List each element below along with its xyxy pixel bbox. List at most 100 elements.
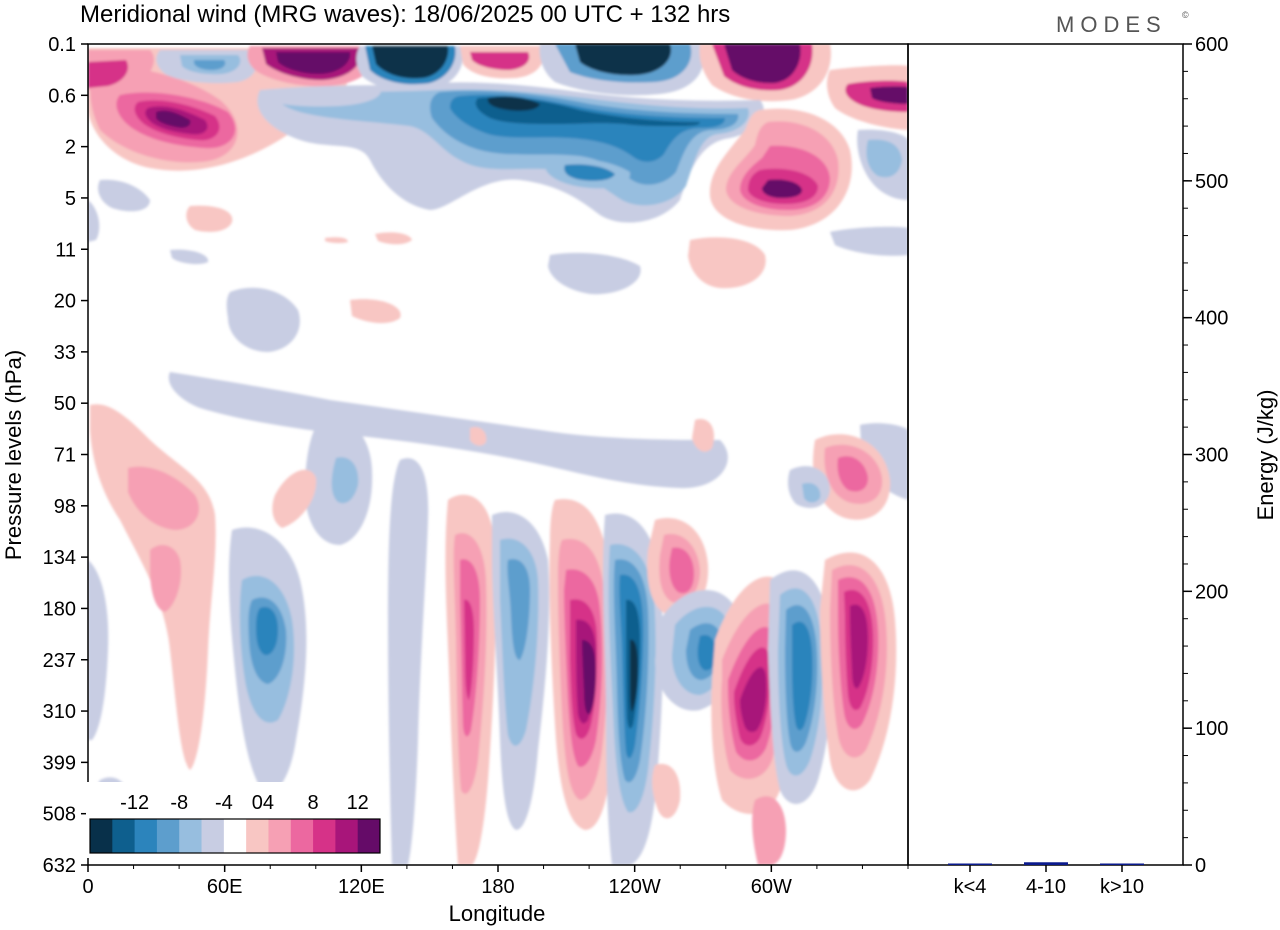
colorbar-swatch <box>223 819 247 853</box>
energy-categories: k<4 4-10 k>10 <box>954 865 1144 898</box>
colorbar-swatch <box>268 819 292 853</box>
energy-tick-label: 400 <box>1195 308 1228 330</box>
contour-shade <box>375 232 412 245</box>
y-tick-label: 508 <box>43 804 76 826</box>
y-tick-label: 0.1 <box>48 34 76 56</box>
chart-title: Meridional wind (MRG waves): 18/06/2025 … <box>80 1 730 28</box>
colorbar-swatch <box>335 819 359 853</box>
contour-shade <box>150 545 182 612</box>
contour-shade <box>564 164 615 181</box>
y-tick-label: 2 <box>65 137 76 159</box>
energy-tick-label: 500 <box>1195 171 1228 193</box>
x-tick-label: 120W <box>609 876 661 898</box>
contour-shade <box>762 179 802 198</box>
contour-shade <box>792 621 813 731</box>
y-tick-label: 399 <box>43 752 76 774</box>
contour-shade <box>464 599 474 700</box>
contour-shade <box>186 205 233 232</box>
contour-shade <box>850 604 868 689</box>
contour-shade <box>507 559 530 660</box>
y-tick-label: 33 <box>54 342 76 364</box>
pressure-axis: 0.1 0.6 2 5 11 20 33 50 71 98 134 180 237 310 399 508 63… <box>43 34 88 877</box>
colorbar-swatch <box>179 819 202 853</box>
contour-shade <box>156 110 191 128</box>
y-tick-label: 11 <box>55 239 76 261</box>
y-tick-label: 20 <box>54 291 76 313</box>
wind-field-contours <box>88 44 908 865</box>
energy-tick-label: 200 <box>1195 581 1228 603</box>
energy-bar <box>1024 862 1068 865</box>
contour-shade <box>372 46 449 79</box>
contour-shade <box>837 456 868 492</box>
contour-shade <box>98 179 150 212</box>
contour-shade <box>470 52 530 70</box>
contour-shade <box>388 458 429 865</box>
y-tick-label: 50 <box>54 393 76 415</box>
energy-bars <box>948 862 1144 865</box>
colorbar-label: 12 <box>347 792 369 814</box>
colorbar-swatch <box>201 819 225 853</box>
energy-bar <box>948 863 992 865</box>
energy-tick-label: 0 <box>1195 855 1206 877</box>
energy-plot-frame <box>907 43 1184 866</box>
colorbar-swatch <box>246 819 269 853</box>
colorbar-label: 8 <box>308 792 319 814</box>
contour-shade <box>802 482 821 503</box>
colorbar-label: 0 <box>252 792 263 814</box>
y-tick-label: 5 <box>65 188 76 210</box>
brand-mark: © <box>1182 10 1189 20</box>
contour-shade <box>740 667 767 732</box>
contour-shade <box>168 372 728 489</box>
contour-shade <box>697 634 716 671</box>
y-tick-label: 180 <box>43 598 76 620</box>
contour-shade <box>350 299 401 324</box>
colorbar-label: -8 <box>170 792 188 814</box>
colorbar-swatch <box>90 819 113 853</box>
contour-shade <box>88 560 109 740</box>
contour-shade <box>724 44 801 84</box>
contour-shade <box>830 226 908 256</box>
colorbar-label: -4 <box>215 792 233 814</box>
y-tick-label: 310 <box>43 701 76 723</box>
colorbar-swatch <box>112 819 136 853</box>
energy-axis: 0 100 200 300 400 500 600 <box>1183 34 1228 877</box>
energy-category-label: k>10 <box>1100 876 1144 898</box>
contour-shade <box>582 640 596 715</box>
brand-logo: MODES <box>1056 12 1167 37</box>
contour-shade <box>88 60 128 88</box>
contour-shade <box>669 547 694 594</box>
colorbar-swatch <box>134 819 158 853</box>
energy-category-label: k<4 <box>954 876 987 898</box>
colorbar-label: -12 <box>120 792 149 814</box>
energy-bar <box>1100 863 1144 865</box>
x-tick-label: 60W <box>751 876 792 898</box>
contour-shade <box>325 237 348 244</box>
contour-shade <box>276 52 351 74</box>
colorbar-border <box>89 818 381 854</box>
contour-shade <box>692 419 715 452</box>
contour-shade <box>487 96 540 111</box>
contour-shade <box>272 469 317 528</box>
y-tick-label: 98 <box>54 496 76 518</box>
colorbar-swatch <box>156 819 180 853</box>
x-axis-label: Longitude <box>449 901 546 926</box>
contour-shade <box>260 86 381 107</box>
energy-tick-label: 600 <box>1195 34 1228 56</box>
energy-tick-label: 100 <box>1195 718 1228 740</box>
contour-shade <box>688 237 766 289</box>
contour-shade <box>866 139 902 178</box>
y-tick-label: 134 <box>43 547 76 569</box>
contour-shade <box>752 796 786 865</box>
colorbar-label: 4 <box>263 792 274 814</box>
energy-axis-label: Energy (J/kg) <box>1253 390 1278 521</box>
colorbar-swatch <box>290 819 314 853</box>
contour-shade <box>88 200 100 242</box>
contour-shade <box>331 457 359 504</box>
y-tick-label: 237 <box>43 650 76 672</box>
y-tick-label: 0.6 <box>48 85 76 107</box>
contour-shade <box>630 639 638 712</box>
contour-shade <box>548 252 641 295</box>
x-tick-label: 0 <box>82 876 93 898</box>
contour-shade <box>226 287 300 352</box>
